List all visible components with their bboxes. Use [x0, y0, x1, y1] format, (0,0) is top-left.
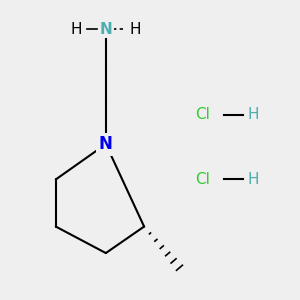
Text: H: H — [247, 107, 259, 122]
Text: H: H — [247, 172, 259, 187]
Text: Cl: Cl — [196, 172, 210, 187]
Text: N: N — [100, 22, 112, 37]
Text: H: H — [130, 22, 141, 37]
Text: Cl: Cl — [196, 107, 210, 122]
Text: N: N — [99, 135, 113, 153]
Text: H: H — [70, 22, 82, 37]
